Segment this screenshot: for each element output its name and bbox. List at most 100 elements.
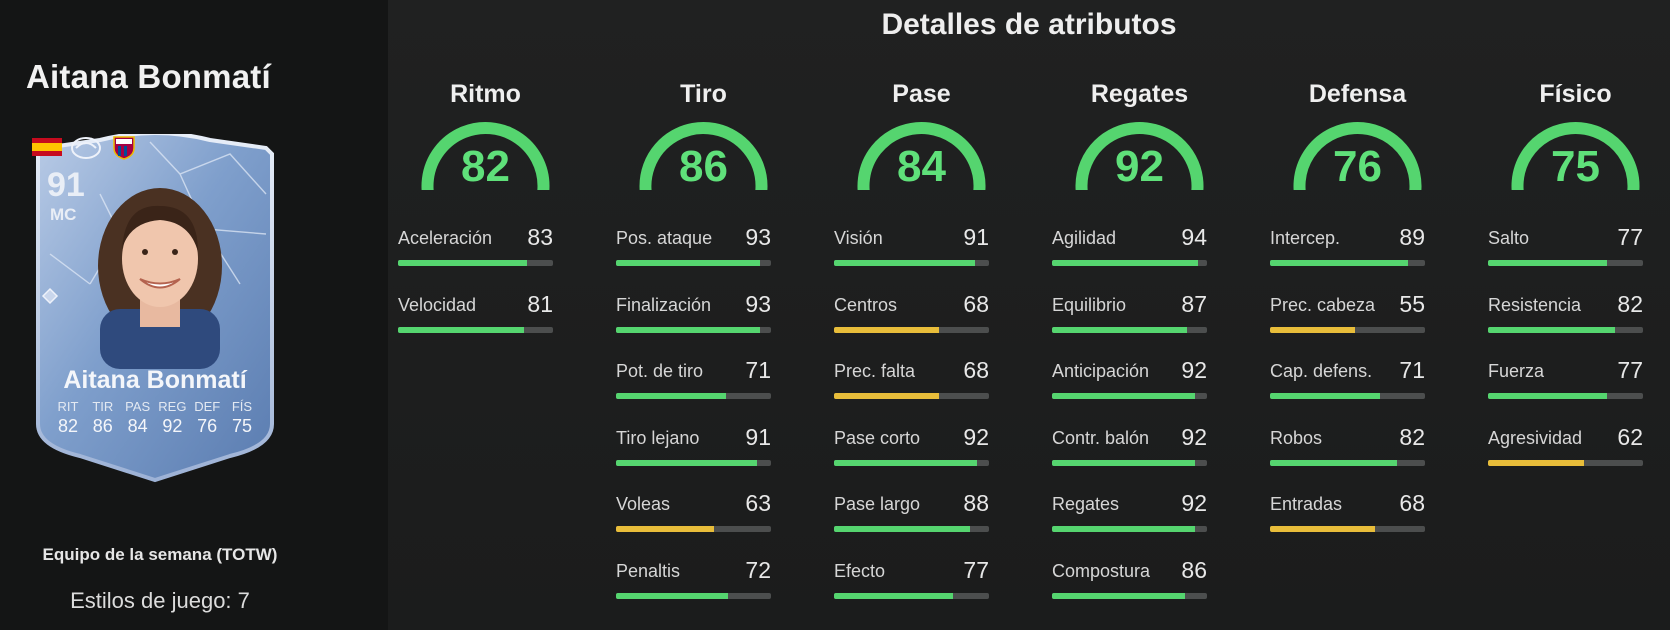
spain-flag-icon — [32, 138, 62, 156]
attribute-bar — [616, 260, 771, 266]
attribute-bar — [398, 327, 553, 333]
attribute-label: Pase corto — [834, 428, 921, 448]
attribute-row[interactable]: Equilibrio 87 — [1052, 287, 1207, 337]
gauge-fill — [1511, 122, 1640, 190]
attribute-row[interactable]: Anticipación 92 — [1052, 353, 1207, 403]
attribute-column: Defensa 76 Intercep. 89 Prec. cabeza 55 Cap. d… — [1270, 0, 1445, 630]
attribute-value: 55 — [1399, 291, 1425, 317]
attribute-label: Finalización — [616, 295, 712, 315]
attribute-label: Efecto — [834, 561, 886, 581]
attribute-bar — [834, 526, 989, 532]
card-stats: RIT 82 TIR 86 PAS 84 REG 92 DEF 76 FÍS 75 — [52, 399, 258, 437]
player-card[interactable]: 91 MC Aitana Bonmatí RIT 82 TIR 86 PAS 84 R… — [30, 134, 280, 486]
attribute-row[interactable]: Velocidad 81 — [398, 287, 553, 337]
attribute-column: Regates 92 Agilidad 94 Equilibrio 87 Anticipac… — [1052, 0, 1227, 630]
attribute-row[interactable]: Compostura 86 — [1052, 553, 1207, 603]
attribute-row[interactable]: Contr. balón 92 — [1052, 420, 1207, 470]
attribute-row[interactable]: Pot. de tiro 71 — [616, 353, 771, 403]
attribute-row[interactable]: Intercep. 89 — [1270, 220, 1425, 270]
attributes-panel: Detalles de atributos Ritmo 82 Aceleración… — [388, 0, 1670, 630]
attribute-column: Físico 75 Salto 77 Resistencia 82 Fuerza 77 Agre… — [1488, 0, 1663, 630]
attribute-label: Robos — [1270, 428, 1323, 448]
attribute-label: Centros — [834, 295, 898, 315]
attribute-row[interactable]: Tiro lejano 91 — [616, 420, 771, 470]
attribute-bar-fill — [1052, 593, 1186, 599]
attribute-label: Regates — [1052, 494, 1120, 514]
attribute-value: 68 — [963, 291, 989, 317]
card-badges — [32, 136, 135, 160]
attribute-row[interactable]: Prec. cabeza 55 — [1270, 287, 1425, 337]
attribute-bar-fill — [398, 327, 524, 333]
attribute-bar — [616, 393, 771, 399]
attribute-row[interactable]: Pase corto 92 — [834, 420, 989, 470]
attribute-bar-fill — [398, 260, 527, 266]
category-title: Pase — [892, 80, 951, 108]
attribute-bar-fill — [834, 393, 940, 399]
attribute-row[interactable]: Salto 77 — [1488, 220, 1643, 270]
attribute-row[interactable]: Cap. defens. 71 — [1270, 353, 1425, 403]
attribute-column: Pase 84 Visión 91 Centros 68 Prec. falta 68 Pase… — [834, 0, 1009, 630]
card-position: MC — [50, 205, 77, 224]
attribute-row[interactable]: Pase largo 88 — [834, 486, 989, 536]
attribute-row[interactable]: Finalización 93 — [616, 287, 771, 337]
card-stat-value: 86 — [92, 416, 113, 436]
card-stat-label: FÍS — [231, 399, 253, 414]
attribute-row[interactable]: Robos 82 — [1270, 420, 1425, 470]
attribute-row[interactable]: Resistencia 82 — [1488, 287, 1643, 337]
attribute-bar — [1270, 260, 1425, 266]
gauge-fill — [1293, 122, 1422, 190]
attribute-label: Agilidad — [1052, 228, 1117, 248]
attribute-row[interactable]: Penaltis 72 — [616, 553, 771, 603]
attribute-bar — [616, 593, 771, 599]
attribute-bar-fill — [616, 593, 728, 599]
gauge-fill — [1075, 122, 1204, 190]
category-value: 76 — [1333, 142, 1382, 191]
attribute-row[interactable]: Agresividad 62 — [1488, 420, 1643, 470]
card-stat: DEF 76 — [191, 399, 223, 437]
attribute-bar-fill — [1488, 460, 1585, 466]
attribute-bar-fill — [1270, 260, 1408, 266]
attribute-bar — [1488, 460, 1643, 466]
attribute-row[interactable]: Entradas 68 — [1270, 486, 1425, 536]
attribute-row[interactable]: Agilidad 94 — [1052, 220, 1207, 270]
attribute-column: Ritmo 82 Aceleración 83 Velocidad 81 — [398, 0, 573, 630]
card-stat-label: PAS — [125, 399, 151, 414]
category-title: Defensa — [1308, 80, 1407, 108]
attribute-label: Salto — [1488, 228, 1530, 248]
attribute-bar-fill — [834, 526, 971, 532]
attribute-bar-fill — [1270, 327, 1356, 333]
card-stat-label: RIT — [57, 399, 79, 414]
attribute-row[interactable]: Efecto 77 — [834, 553, 989, 603]
attribute-value: 87 — [1181, 291, 1207, 317]
attribute-bar-fill — [834, 460, 977, 466]
attribute-value: 71 — [1399, 357, 1425, 383]
attribute-row[interactable]: Voleas 63 — [616, 486, 771, 536]
attribute-row[interactable]: Prec. falta 68 — [834, 353, 989, 403]
card-player-name: Aitana Bonmatí — [63, 366, 247, 394]
attribute-row[interactable]: Fuerza 77 — [1488, 353, 1643, 403]
card-type-label: Equipo de la semana (TOTW) — [42, 545, 278, 564]
attribute-row[interactable]: Aceleración 83 — [398, 220, 553, 270]
attribute-bar-fill — [616, 327, 761, 333]
attribute-row[interactable]: Regates 92 — [1052, 486, 1207, 536]
attribute-bar-fill — [616, 526, 714, 532]
attribute-bar — [834, 327, 989, 333]
attribute-bar-fill — [616, 460, 758, 466]
gauge-fill — [857, 122, 986, 190]
attribute-row[interactable]: Visión 91 — [834, 220, 989, 270]
attribute-label: Aceleración — [398, 228, 493, 248]
attribute-row[interactable]: Pos. ataque 93 — [616, 220, 771, 270]
card-stat: REG 92 — [156, 399, 188, 437]
card-stat-value: 76 — [197, 416, 218, 436]
attribute-value: 72 — [745, 557, 771, 583]
attribute-row[interactable]: Centros 68 — [834, 287, 989, 337]
category-title: Ritmo — [450, 80, 521, 108]
attribute-label: Agresividad — [1488, 428, 1583, 448]
attribute-value: 92 — [963, 424, 989, 450]
card-stat: TIR 86 — [87, 399, 119, 437]
attribute-value: 71 — [745, 357, 771, 383]
card-stat-label: DEF — [194, 399, 221, 414]
fc-barcelona-crest-icon — [113, 136, 135, 160]
playstyles-label[interactable]: Estilos de juego: 7 — [70, 588, 250, 613]
attribute-bar — [1052, 593, 1207, 599]
